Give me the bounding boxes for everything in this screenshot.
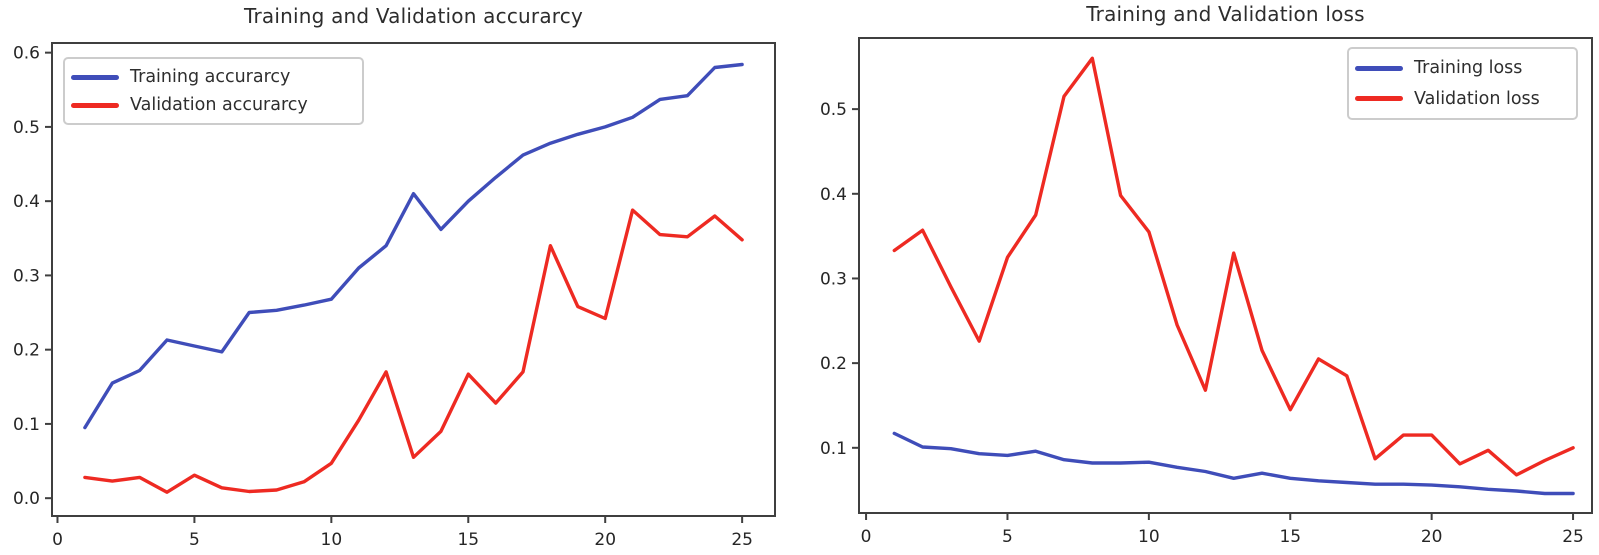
y-tick-label: 0.0 <box>13 489 40 509</box>
validation-accuracy-line-swatch <box>71 102 119 108</box>
y-tick-label: 0.4 <box>13 192 40 212</box>
legend-entry-training-loss: Training loss <box>1355 58 1564 78</box>
series-line-validation-loss <box>892 56 1575 477</box>
x-tick-label: 15 <box>457 530 479 550</box>
plot-frame <box>858 37 1593 514</box>
y-tick-label: 0.3 <box>13 266 40 286</box>
loss-chart-title: Training and Validation loss <box>1086 2 1365 26</box>
y-tick-label: 0.3 <box>820 269 847 289</box>
y-tick-label: 0.4 <box>820 185 847 205</box>
x-tick-label: 20 <box>594 530 616 550</box>
legend-entry-validation-accuracy: Validation accurarcy <box>71 95 350 115</box>
plot-frame <box>51 42 776 517</box>
training-accuracy-line-swatch <box>71 74 119 80</box>
x-tick-label: 25 <box>1562 527 1584 547</box>
accuracy-legend: Training accurarcy Validation accurarcy <box>63 57 364 125</box>
validation-loss-legend-label: Validation loss <box>1414 88 1540 109</box>
x-tick-label: 0 <box>52 530 63 550</box>
loss-legend: Training loss Validation loss <box>1347 47 1578 120</box>
y-tick-label: 0.5 <box>820 100 847 120</box>
y-tick-label: 0.1 <box>820 439 847 459</box>
x-tick-label: 15 <box>1279 527 1301 547</box>
x-tick-label: 25 <box>731 530 753 550</box>
training-loss-line-swatch <box>1355 65 1403 71</box>
x-tick-label: 10 <box>321 530 343 550</box>
x-tick-label: 5 <box>1002 527 1013 547</box>
x-tick-label: 0 <box>861 527 872 547</box>
validation-loss-line-swatch <box>1355 96 1403 102</box>
y-tick-label: 0.1 <box>13 415 40 435</box>
y-tick-label: 0.2 <box>820 354 847 374</box>
y-tick-label: 0.2 <box>13 341 40 361</box>
training-loss-legend-label: Training loss <box>1414 58 1523 79</box>
validation-accuracy-legend-label: Validation accurarcy <box>130 95 308 115</box>
training-accuracy-legend-label: Training accurarcy <box>130 67 291 87</box>
x-tick-label: 10 <box>1138 527 1160 547</box>
y-tick-label: 0.6 <box>13 44 40 64</box>
accuracy-chart-title: Training and Validation accurarcy <box>244 4 583 28</box>
y-tick-label: 0.5 <box>13 118 40 138</box>
legend-entry-validation-loss: Validation loss <box>1355 89 1564 109</box>
series-line-training-loss <box>892 431 1575 496</box>
legend-entry-training-accuracy: Training accurarcy <box>71 67 350 87</box>
series-line-validation-accurarcy <box>83 208 744 494</box>
x-tick-label: 20 <box>1421 527 1443 547</box>
series-line-training-accurarcy <box>83 62 744 430</box>
x-tick-label: 5 <box>189 530 200 550</box>
